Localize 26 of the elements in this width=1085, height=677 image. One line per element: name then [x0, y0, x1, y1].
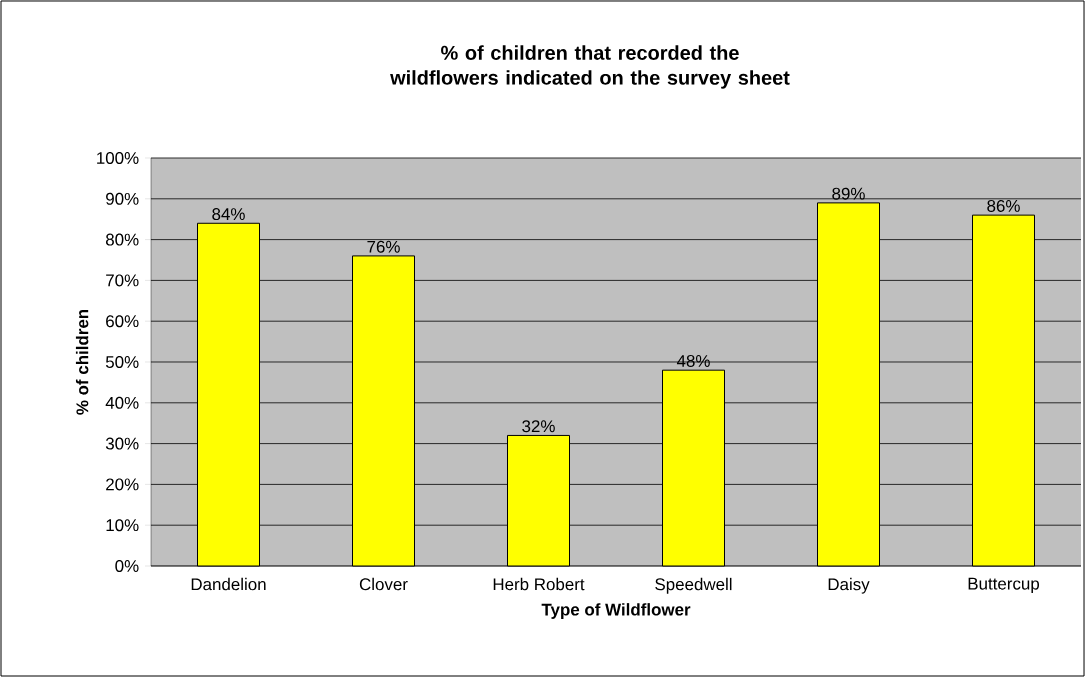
y-tick-label: 90% [106, 192, 139, 205]
data-label: 48% [676, 354, 710, 367]
x-tick-label: Clover [359, 577, 408, 591]
x-tick-label: Daisy [828, 577, 870, 594]
x-tick-label: Herb Robert [493, 577, 585, 591]
y-tick-label: 30% [105, 437, 139, 450]
x-tick-label: Dandelion [191, 577, 266, 591]
data-label: 89% [832, 187, 865, 200]
y-axis-title: % of children [75, 309, 89, 415]
y-tick-label: 70% [106, 274, 139, 287]
y-tick-label: 80% [105, 233, 139, 246]
y-tick-label: 40% [105, 396, 139, 409]
y-tick-label: 20% [106, 478, 139, 491]
y-tick-label: 0% [115, 560, 139, 572]
y-tick-label: 10% [106, 519, 139, 532]
x-axis-title: Type of Wildflower [541, 603, 691, 619]
y-tick-label: 50% [105, 356, 139, 368]
chart-title: % of children that recorded the wildflowers indicated on the survey sheet [390, 45, 790, 89]
y-tick-label: 60% [106, 315, 139, 328]
data-label: 76% [367, 240, 400, 253]
data-label: 86% [987, 199, 1020, 212]
data-label: 32% [522, 420, 555, 433]
y-tick-label: 100% [97, 152, 139, 164]
x-tick-label: Buttercup [968, 577, 1040, 594]
data-label: 84% [212, 208, 245, 221]
x-tick-label: Speedwell [655, 577, 732, 594]
